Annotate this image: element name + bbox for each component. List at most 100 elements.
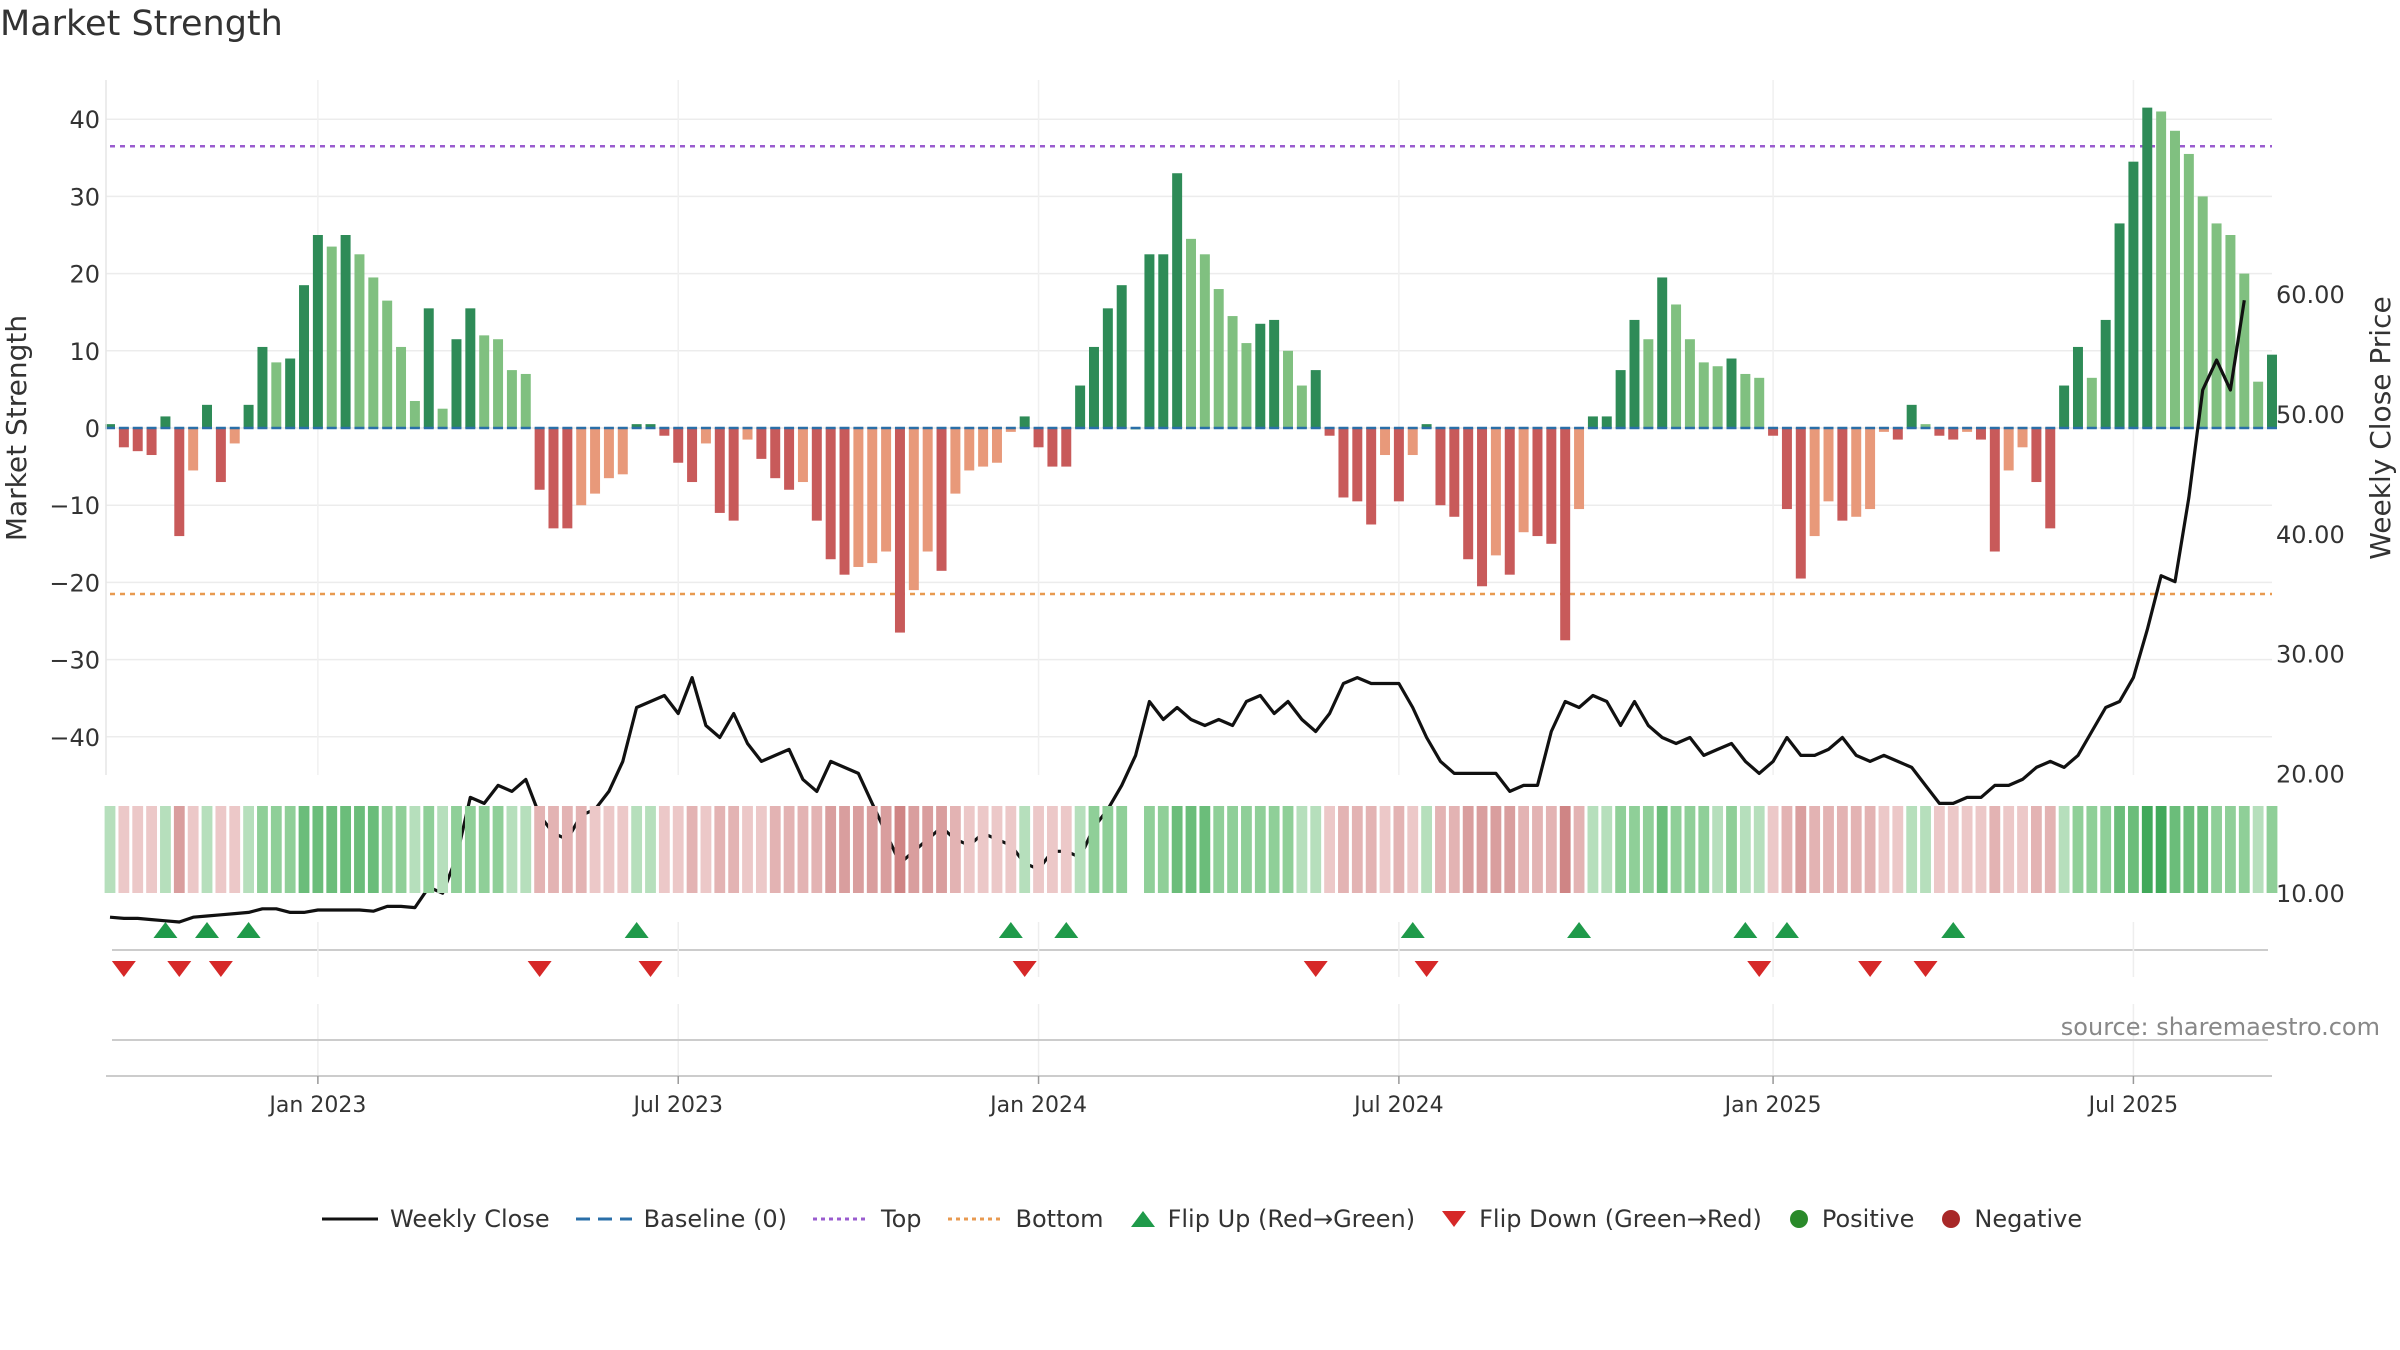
strength-bar [1421, 424, 1432, 428]
regime-cell [1615, 806, 1627, 893]
regime-cell [797, 806, 809, 893]
strength-bar [340, 235, 351, 428]
y2-axis-label: Weekly Close Price [2364, 296, 2397, 559]
strength-bar [118, 428, 129, 448]
strength-bar [451, 339, 462, 428]
strength-bar [299, 285, 310, 428]
regime-cell [658, 806, 670, 893]
strength-bar [1865, 428, 1876, 510]
regime-cell [340, 806, 352, 893]
strength-bar [631, 424, 642, 428]
regime-cell [1227, 806, 1238, 893]
y2-tick-label: 50.00 [2276, 401, 2345, 429]
strength-bar [1477, 428, 1488, 587]
legend-item-close: Weekly Close [320, 1205, 550, 1233]
legend-swatch-bottom [947, 1217, 1004, 1221]
strength-bar [2267, 354, 2277, 428]
strength-bar [853, 428, 864, 567]
regime-cell [1462, 806, 1474, 893]
regime-cell [645, 806, 656, 893]
strength-bar [1615, 370, 1626, 428]
regime-cell [1144, 806, 1155, 893]
strength-bar [1186, 238, 1196, 428]
strength-bar [1407, 428, 1418, 456]
strength-bar [1629, 319, 1640, 428]
strength-bar [908, 428, 919, 591]
strength-bar [1019, 416, 1030, 428]
regime-cell [2044, 806, 2056, 893]
regime-cell [1019, 806, 1031, 893]
regime-cell [1795, 806, 1807, 893]
strength-bar [1172, 173, 1183, 428]
regime-cell [146, 806, 157, 893]
regime-cell [1130, 806, 1141, 893]
regime-cell [1157, 806, 1169, 893]
regime-cell [1296, 806, 1308, 893]
regime-cell [1171, 806, 1183, 893]
strength-bar [1532, 428, 1543, 537]
regime-cell [451, 806, 462, 893]
strength-bar [1352, 428, 1363, 502]
strength-bar [2086, 377, 2097, 428]
regime-cell [201, 806, 213, 893]
strength-bar [1144, 254, 1155, 428]
strength-bar [202, 404, 213, 428]
legend-item-flipdown: Flip Down (Green→Red) [1439, 1205, 1762, 1233]
regime-cell [381, 806, 393, 893]
y-tick-label: −10 [49, 492, 100, 520]
flip-down-marker [1913, 961, 1938, 977]
regime-cell [173, 806, 185, 893]
strength-bar [493, 339, 504, 428]
flip-markers [111, 922, 2268, 977]
regime-cell [603, 806, 615, 893]
regime-cell [755, 806, 767, 893]
regime-cell [839, 806, 850, 893]
regime-cell [104, 806, 116, 893]
regime-cell [2252, 806, 2264, 893]
regime-cell [1448, 806, 1460, 893]
legend-swatch-top [813, 1217, 870, 1221]
strength-bar [2253, 381, 2264, 428]
regime-cell [631, 806, 643, 893]
regime-cell [326, 806, 338, 893]
regime-cell [1407, 806, 1419, 893]
legend-swatch-close [322, 1217, 378, 1221]
flip-down-marker [1303, 961, 1328, 977]
regime-cell [880, 806, 892, 893]
strength-bar [1989, 428, 2000, 552]
strength-bar [2142, 107, 2153, 429]
strength-bar [1698, 362, 1709, 428]
regime-cell [825, 806, 837, 893]
legend-swatch-baseline [575, 1217, 632, 1221]
strength-bar [1643, 339, 1654, 428]
strength-bar [2003, 428, 2014, 471]
regime-cell [1060, 806, 1072, 893]
legend-item-positive: Positive [1786, 1205, 1914, 1233]
y-tick-label: 10 [69, 338, 100, 366]
strength-bar [1283, 350, 1294, 428]
regime-cell [1961, 806, 1973, 893]
strength-bar [1255, 323, 1266, 428]
regime-cell [1767, 806, 1779, 893]
strength-bar [160, 416, 171, 428]
regime-cell [492, 806, 504, 893]
strength-bar [1906, 404, 1917, 428]
strength-bar [950, 428, 961, 494]
regime-cell [589, 806, 601, 893]
strength-bar [215, 428, 226, 483]
regime-cell [936, 806, 947, 893]
regime-cell [1753, 806, 1765, 893]
strength-bar [2183, 153, 2194, 428]
flip-down-triangle-icon [1442, 1211, 1467, 1227]
strength-bar [2031, 428, 2042, 483]
strength-bar [1227, 316, 1238, 428]
strength-bar [534, 428, 545, 490]
regime-cell [1892, 806, 1904, 893]
strength-bar [479, 335, 490, 428]
strength-bar [714, 428, 725, 513]
regime-cell [312, 806, 324, 893]
regime-cell [2197, 806, 2209, 893]
strength-bar [1033, 428, 1044, 448]
reference-lines [110, 144, 2272, 596]
strength-bar [1657, 277, 1668, 428]
